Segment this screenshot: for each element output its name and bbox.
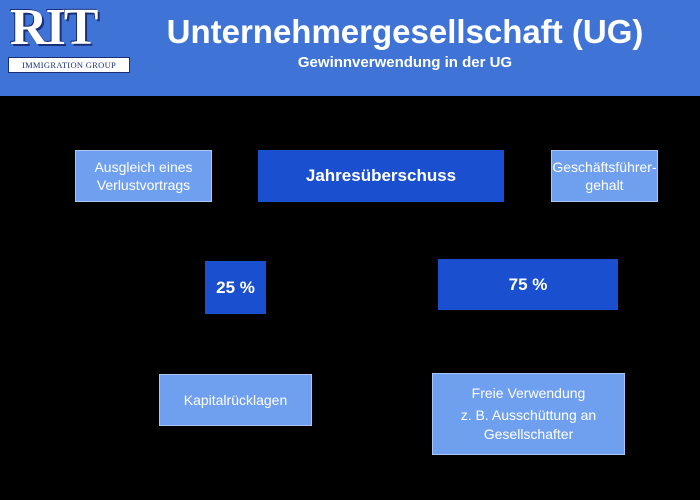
node-jahresueberschuss-label: Jahresüberschuss — [305, 166, 457, 185]
node-anteil-ruecklage: 25 % — [205, 261, 266, 314]
node-anteil-frei-label: 75 % — [508, 274, 548, 294]
node-kapitalruecklagen: Kapitalrücklagen — [159, 374, 312, 426]
node-anteil-frei: 75 % — [438, 259, 618, 310]
node-kapitalruecklagen-label: Kapitalrücklagen — [183, 392, 288, 408]
node-geschaeftsfuehrergehalt: Geschäftsführer- gehalt — [551, 150, 658, 202]
logo-wordmark: RIT — [10, 0, 98, 56]
node-geschaeftsfuehrergehalt-line1: Geschäftsführer- — [552, 159, 657, 175]
page-title: Unternehmergesellschaft (UG) — [166, 13, 644, 50]
node-freie-verwendung-line1: Freie Verwendung — [471, 385, 586, 401]
node-verlustvortrag: Ausgleich eines Verlustvortrags — [75, 150, 212, 202]
node-verlustvortrag-line2: Verlustvortrags — [96, 177, 191, 193]
node-geschaeftsfuehrergehalt-line2: gehalt — [585, 177, 624, 193]
logo-tagline: IMMIGRATION GROUP — [8, 57, 130, 73]
header-banner: RIT IMMIGRATION GROUP Unternehmergesells… — [0, 0, 700, 96]
node-freie-verwendung-line2: z. B. Ausschüttung an — [460, 407, 597, 423]
node-jahresueberschuss: Jahresüberschuss — [258, 150, 504, 202]
node-freie-verwendung-line3: Gesellschafter — [483, 426, 574, 442]
page-subtitle: Gewinnverwendung in der UG — [297, 54, 513, 71]
company-logo: RIT IMMIGRATION GROUP — [4, 0, 130, 74]
node-freie-verwendung: Freie Verwendung z. B. Ausschüttung an G… — [432, 373, 625, 455]
node-verlustvortrag-line1: Ausgleich eines — [94, 159, 193, 175]
node-anteil-ruecklage-label: 25 % — [216, 277, 255, 297]
